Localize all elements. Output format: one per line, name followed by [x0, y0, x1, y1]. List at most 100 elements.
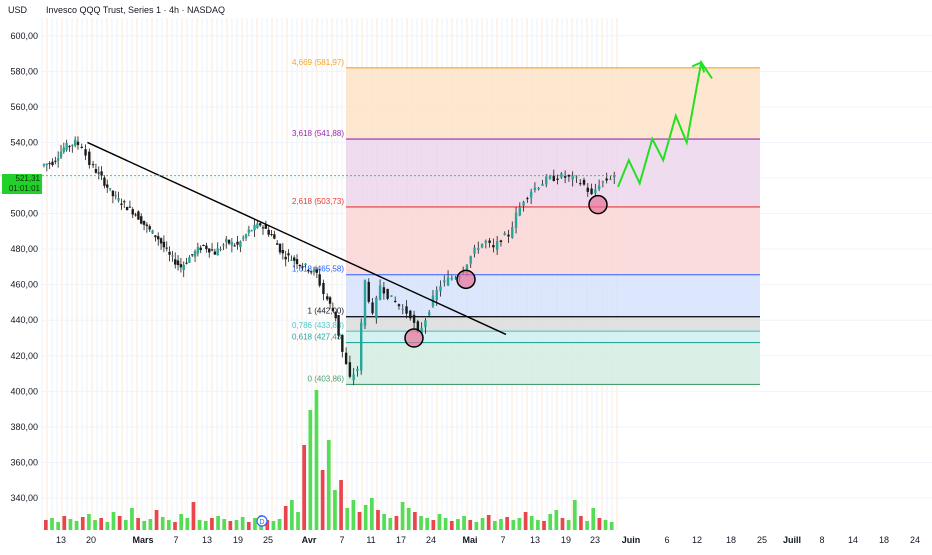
candle-body: [590, 188, 593, 195]
volume-bar: [505, 517, 509, 530]
x-tick-label: Juill: [783, 535, 801, 545]
candle-body: [256, 223, 259, 229]
volume-bar: [462, 516, 466, 530]
candle-body: [427, 312, 431, 316]
x-tick-label: 13: [56, 535, 66, 545]
volume-bar: [529, 516, 534, 530]
candle-body: [162, 241, 166, 248]
candle-body: [51, 161, 54, 166]
candle-body: [571, 175, 574, 180]
candle-body: [352, 374, 355, 381]
volume-bar: [425, 518, 430, 530]
candle-body: [134, 214, 137, 216]
candle-body: [435, 290, 438, 300]
candle-body: [446, 277, 450, 286]
x-tick-label: 13: [530, 535, 540, 545]
candle-body: [48, 163, 51, 165]
volume-bar: [246, 522, 251, 530]
x-tick-label: Avr: [302, 535, 317, 545]
volume-bar: [603, 520, 608, 530]
candle-body: [261, 227, 265, 229]
candle-body: [188, 257, 191, 263]
volume-bar: [369, 498, 374, 530]
volume-bar: [357, 512, 362, 530]
volume-bar: [314, 390, 319, 530]
y-tick-label: 540,00: [10, 137, 38, 147]
candle-body: [507, 234, 510, 237]
volume-bar: [234, 520, 239, 530]
candle-body: [125, 207, 129, 211]
candle-body: [103, 177, 106, 186]
candle-body: [363, 280, 367, 326]
candle-body: [287, 253, 290, 256]
candle-body: [196, 247, 200, 254]
candle-body: [371, 302, 374, 314]
volume-bar: [203, 521, 208, 530]
candle-body: [386, 288, 389, 299]
candle-body: [382, 287, 386, 294]
candle-body: [165, 247, 168, 249]
candle-body: [597, 185, 601, 190]
candle-body: [233, 245, 236, 247]
candle-body: [270, 234, 273, 236]
candle-body: [137, 211, 140, 220]
x-tick-label: Mai: [462, 535, 477, 545]
candle-body: [613, 175, 616, 178]
candle-body: [193, 251, 197, 257]
candle-body: [65, 142, 68, 151]
candle-body: [84, 149, 87, 156]
candle-body: [275, 243, 279, 245]
volume-bar: [210, 518, 214, 530]
volume-bar: [50, 518, 54, 530]
volume-bar: [197, 520, 202, 530]
candle-body: [176, 260, 180, 265]
fib-level-label: 2,618 (503,73): [292, 197, 344, 206]
projection-arrowhead: [691, 61, 706, 73]
projection-path: [617, 59, 713, 188]
candle-body: [511, 227, 514, 238]
volume-bar: [56, 522, 60, 530]
candle-body: [545, 176, 548, 185]
y-tick-label: 500,00: [10, 209, 38, 219]
volume-bar: [173, 522, 177, 530]
candle-body: [328, 297, 332, 304]
candle-body: [284, 256, 287, 260]
fib-band: [346, 274, 760, 317]
x-tick-label: 7: [339, 535, 344, 545]
x-tick-label: 11: [366, 535, 375, 545]
candle-body: [601, 181, 605, 183]
volume-bar: [597, 518, 602, 530]
volume-bar: [579, 516, 583, 530]
volume-bar: [363, 505, 368, 530]
x-tick-label: 20: [86, 535, 96, 545]
candle-body: [278, 243, 282, 253]
candle-body: [533, 187, 537, 191]
candle-body: [575, 176, 578, 178]
volume-bar: [130, 508, 134, 530]
volume-bar: [480, 518, 485, 530]
trendline: [87, 141, 507, 336]
volume-bar: [62, 516, 67, 530]
volume-bar: [591, 508, 596, 530]
fib-level-label: 0,618 (427,43): [292, 333, 344, 342]
candle-body: [503, 233, 506, 236]
fib-band: [346, 67, 760, 140]
volume-bar: [394, 516, 399, 530]
volume-bar: [179, 514, 184, 530]
candle-body: [473, 247, 476, 254]
candle-body: [219, 248, 222, 250]
candle-body: [191, 254, 194, 256]
candle-body: [123, 201, 126, 203]
volume-bar: [542, 521, 546, 530]
fib-level-label: 0 (403,86): [308, 374, 345, 383]
volume-bar: [560, 518, 565, 530]
candle-body: [605, 178, 608, 181]
candle-body: [469, 256, 472, 264]
candle-body: [247, 229, 251, 233]
candle-body: [171, 255, 174, 257]
volume-bar: [474, 522, 479, 530]
fib-level-label: 1,618 (465,58): [292, 265, 344, 274]
y-tick-label: 580,00: [10, 66, 38, 76]
x-tick-label: 7: [173, 535, 178, 545]
